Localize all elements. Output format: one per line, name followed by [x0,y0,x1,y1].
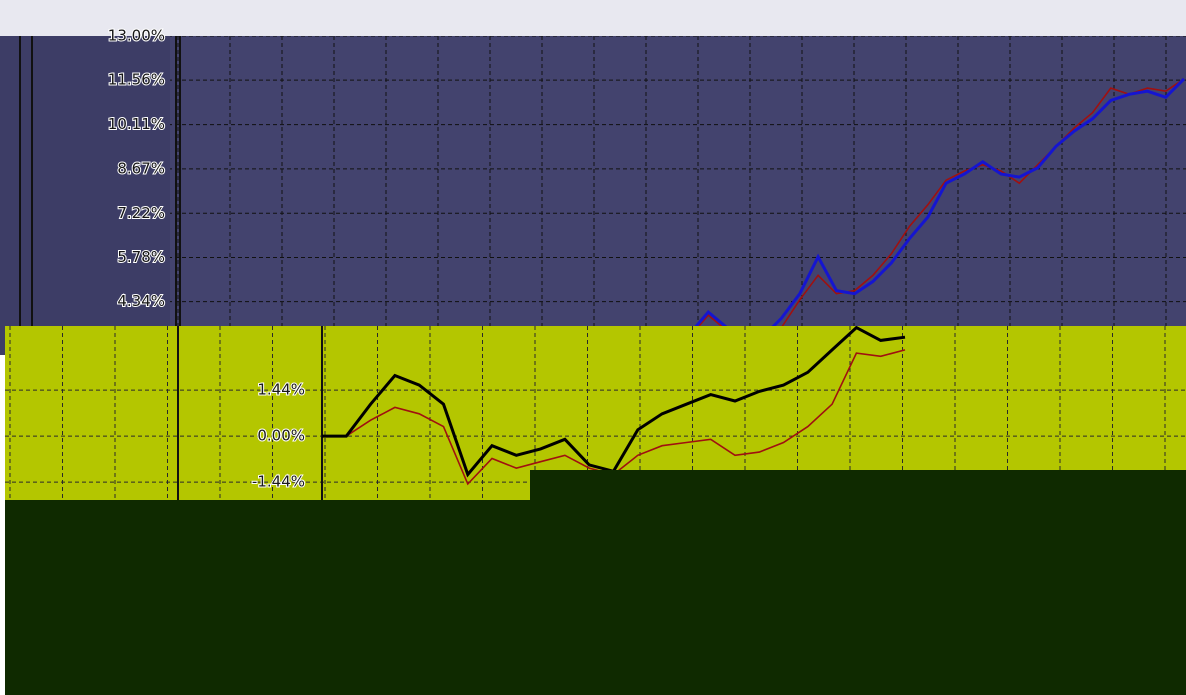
footer-panel [5,500,1186,695]
footer-glitch [530,470,1186,500]
y-tick-label: 5.78% [117,248,165,266]
chart-panel: 13.00%11.56%10.11%8.67%7.22%5.78%4.34%2.… [107,26,1186,356]
y-tick-label: 8.67% [117,159,165,177]
left-strip [0,36,170,355]
y-tick-label: -1.44% [252,473,305,491]
y-tick-label: 13.00% [108,27,165,45]
y-tick-label: 0.00% [257,427,305,445]
chart-layer: 13.00%11.56%10.11%8.67%7.22%5.78%4.34%2.… [5,26,1186,695]
panel-background [170,36,1186,355]
title-strip [0,0,1186,36]
y-tick-label: 10.11% [108,115,165,133]
y-tick-label: 7.22% [117,204,165,222]
y-tick-label: 4.34% [117,292,165,310]
y-tick-label: 11.56% [108,71,165,89]
y-tick-label: 1.44% [257,381,305,399]
